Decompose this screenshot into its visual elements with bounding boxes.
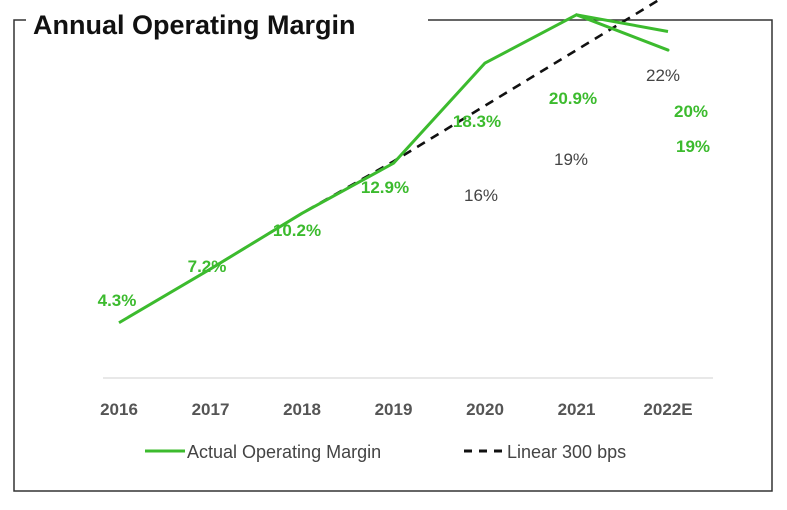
actual-data-label: 20% (674, 102, 708, 121)
actual-data-label: 7.2% (188, 257, 227, 276)
x-tick-label: 2019 (375, 400, 413, 419)
x-tick-label: 2017 (192, 400, 230, 419)
actual-margin-alt-branch (575, 13, 670, 52)
linear-data-label: 16% (464, 186, 498, 205)
x-tick-label: 2016 (100, 400, 138, 419)
x-axis-tick-labels: 2016 2017 2018 2019 2020 2021 2022E (100, 400, 693, 419)
legend: Actual Operating Margin Linear 300 bps (145, 442, 626, 462)
x-tick-label: 2022E (643, 400, 692, 419)
x-tick-label: 2018 (283, 400, 321, 419)
actual-data-label: 10.2% (273, 221, 321, 240)
x-tick-label: 2021 (558, 400, 596, 419)
actual-data-label: 20.9% (549, 89, 597, 108)
chart-title: Annual Operating Margin (33, 10, 356, 40)
actual-data-label: 4.3% (98, 291, 137, 310)
linear-data-label: 19% (554, 150, 588, 169)
actual-series-layer: 4.3% 7.2% 10.2% 12.9% 18.3% 20.9% 20% 19% (98, 13, 710, 325)
chart-frame (13, 19, 773, 492)
chart-title-background (27, 8, 362, 42)
legend-actual-label: Actual Operating Margin (187, 442, 381, 462)
actual-data-label: 18.3% (453, 112, 501, 131)
actual-alt-data-label: 19% (676, 137, 710, 156)
x-tick-label: 2020 (466, 400, 504, 419)
legend-linear-label: Linear 300 bps (507, 442, 626, 462)
linear-trend-layer: 16% 19% 22% (209, 0, 680, 271)
actual-data-label: 12.9% (361, 178, 409, 197)
linear-data-label: 22% (646, 66, 680, 85)
